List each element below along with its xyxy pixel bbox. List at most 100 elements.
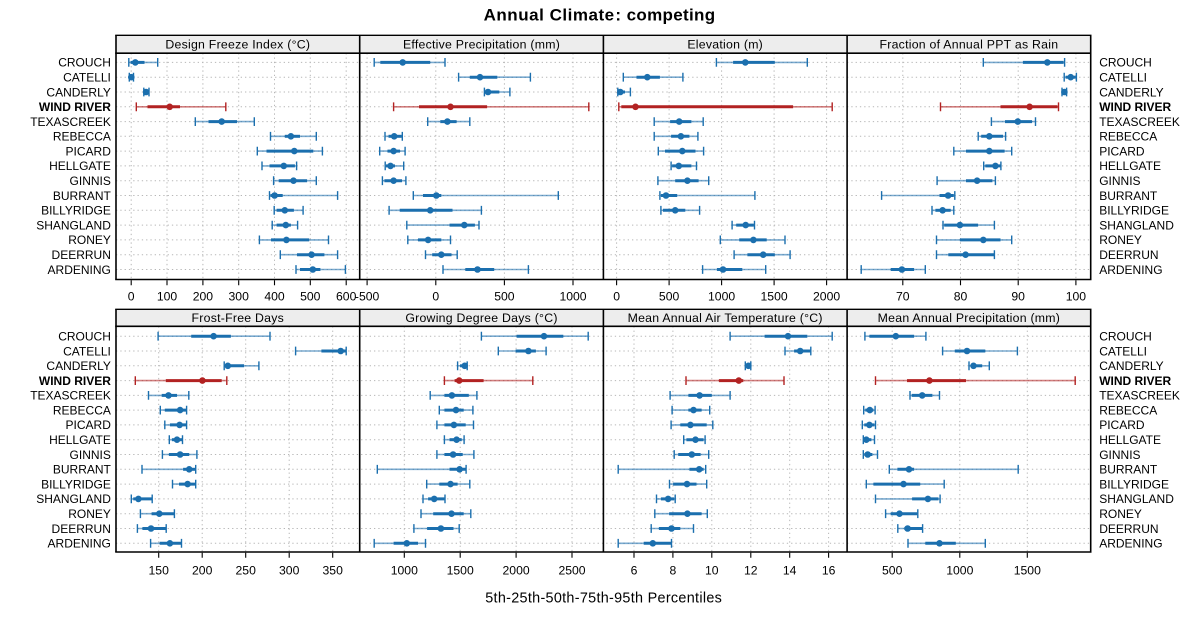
svg-text:Effective Precipitation (mm): Effective Precipitation (mm) <box>403 38 560 52</box>
svg-text:GINNIS: GINNIS <box>1099 448 1140 462</box>
svg-text:SHANGLAND: SHANGLAND <box>36 492 111 506</box>
svg-text:2000: 2000 <box>813 290 840 304</box>
svg-text:Elevation (m): Elevation (m) <box>687 38 763 52</box>
svg-text:REBECCA: REBECCA <box>53 403 111 417</box>
svg-text:TEXASCREEK: TEXASCREEK <box>30 115 111 129</box>
svg-text:12: 12 <box>744 564 758 578</box>
svg-text:1000: 1000 <box>391 564 418 578</box>
svg-text:HELLGATE: HELLGATE <box>1099 159 1161 173</box>
svg-text:PICARD: PICARD <box>66 418 112 432</box>
svg-text:BILLYRIDGE: BILLYRIDGE <box>1099 204 1169 218</box>
svg-text:300: 300 <box>279 564 300 578</box>
svg-text:1500: 1500 <box>761 290 788 304</box>
svg-text:Annual Climate:competing: Annual Climate: competing <box>484 5 716 24</box>
svg-text:8: 8 <box>670 564 677 578</box>
svg-text:RONEY: RONEY <box>1099 233 1142 247</box>
svg-text:WIND RIVER: WIND RIVER <box>39 374 111 388</box>
svg-text:ARDENING: ARDENING <box>1099 537 1162 551</box>
svg-text:5th-25th-50th-75th-95th Percen: 5th-25th-50th-75th-95th Percentiles <box>485 591 722 607</box>
svg-text:TEXASCREEK: TEXASCREEK <box>30 389 111 403</box>
svg-text:90: 90 <box>1011 290 1025 304</box>
svg-text:300: 300 <box>229 290 250 304</box>
svg-text:BURRANT: BURRANT <box>1099 463 1158 477</box>
svg-text:10: 10 <box>705 564 719 578</box>
svg-text:0: 0 <box>128 290 135 304</box>
svg-text:CROUCH: CROUCH <box>1099 56 1152 70</box>
svg-text:100: 100 <box>157 290 178 304</box>
svg-text:BURRANT: BURRANT <box>53 189 112 203</box>
svg-text:Growing Degree Days (°C): Growing Degree Days (°C) <box>405 311 557 325</box>
svg-text:BURRANT: BURRANT <box>1099 189 1158 203</box>
svg-text:CROUCH: CROUCH <box>58 56 111 70</box>
svg-text:CANDERLY: CANDERLY <box>46 359 110 373</box>
svg-text:BILLYRIDGE: BILLYRIDGE <box>1099 477 1169 491</box>
svg-text:16: 16 <box>822 564 836 578</box>
svg-text:CROUCH: CROUCH <box>58 330 111 344</box>
svg-text:DEERRUN: DEERRUN <box>52 248 111 262</box>
svg-text:WIND RIVER: WIND RIVER <box>1099 374 1171 388</box>
svg-text:200: 200 <box>192 564 213 578</box>
svg-text:600: 600 <box>336 290 357 304</box>
svg-text:CATELLI: CATELLI <box>1099 71 1147 85</box>
svg-text:SHANGLAND: SHANGLAND <box>1099 218 1174 232</box>
svg-text:TEXASCREEK: TEXASCREEK <box>1099 389 1180 403</box>
svg-text:-500: -500 <box>355 290 380 304</box>
svg-text:CATELLI: CATELLI <box>63 71 111 85</box>
svg-text:Frost-Free Days: Frost-Free Days <box>192 311 285 325</box>
svg-text:GINNIS: GINNIS <box>1099 174 1140 188</box>
svg-text:WIND RIVER: WIND RIVER <box>1099 100 1171 114</box>
svg-text:PICARD: PICARD <box>66 144 112 158</box>
svg-text:350: 350 <box>323 564 344 578</box>
svg-text:REBECCA: REBECCA <box>1099 130 1157 144</box>
svg-text:DEERRUN: DEERRUN <box>52 522 111 536</box>
svg-text:BILLYRIDGE: BILLYRIDGE <box>41 204 111 218</box>
svg-text:1000: 1000 <box>708 290 735 304</box>
svg-text:SHANGLAND: SHANGLAND <box>36 218 111 232</box>
svg-text:1500: 1500 <box>447 564 474 578</box>
svg-text:500: 500 <box>300 290 321 304</box>
svg-text:100: 100 <box>1066 290 1087 304</box>
svg-text:GINNIS: GINNIS <box>70 174 111 188</box>
svg-text:REBECCA: REBECCA <box>1099 403 1157 417</box>
svg-text:BILLYRIDGE: BILLYRIDGE <box>41 477 111 491</box>
svg-text:PICARD: PICARD <box>1099 144 1145 158</box>
svg-text:CANDERLY: CANDERLY <box>1099 359 1163 373</box>
svg-text:CATELLI: CATELLI <box>63 344 111 358</box>
svg-text:400: 400 <box>264 290 285 304</box>
svg-text:200: 200 <box>193 290 214 304</box>
svg-text:CROUCH: CROUCH <box>1099 330 1152 344</box>
svg-text:DEERRUN: DEERRUN <box>1099 248 1158 262</box>
svg-text:GINNIS: GINNIS <box>70 448 111 462</box>
svg-text:ARDENING: ARDENING <box>48 537 111 551</box>
svg-text:RONEY: RONEY <box>68 233 111 247</box>
svg-text:CANDERLY: CANDERLY <box>46 85 110 99</box>
svg-text:WIND RIVER: WIND RIVER <box>39 100 111 114</box>
svg-text:500: 500 <box>494 290 515 304</box>
svg-text:HELLGATE: HELLGATE <box>1099 433 1161 447</box>
svg-text:HELLGATE: HELLGATE <box>49 433 111 447</box>
svg-text:2500: 2500 <box>558 564 585 578</box>
svg-text:500: 500 <box>659 290 680 304</box>
svg-text:Mean Annual Precipitation (mm): Mean Annual Precipitation (mm) <box>878 311 1060 325</box>
svg-text:TEXASCREEK: TEXASCREEK <box>1099 115 1180 129</box>
svg-text:1500: 1500 <box>1014 564 1041 578</box>
svg-text:DEERRUN: DEERRUN <box>1099 522 1158 536</box>
svg-text:500: 500 <box>882 564 903 578</box>
svg-text:Mean Annual Air Temperature (°: Mean Annual Air Temperature (°C) <box>628 311 823 325</box>
svg-text:150: 150 <box>149 564 170 578</box>
svg-text:SHANGLAND: SHANGLAND <box>1099 492 1174 506</box>
svg-text:HELLGATE: HELLGATE <box>49 159 111 173</box>
svg-text:250: 250 <box>236 564 257 578</box>
svg-text:80: 80 <box>954 290 968 304</box>
svg-text:ARDENING: ARDENING <box>1099 263 1162 277</box>
svg-text:ARDENING: ARDENING <box>48 263 111 277</box>
svg-text:1000: 1000 <box>946 564 973 578</box>
svg-text:RONEY: RONEY <box>1099 507 1142 521</box>
svg-text:0: 0 <box>432 290 439 304</box>
svg-text:70: 70 <box>896 290 910 304</box>
svg-text:CANDERLY: CANDERLY <box>1099 85 1163 99</box>
svg-text:1000: 1000 <box>559 290 586 304</box>
svg-text:2000: 2000 <box>503 564 530 578</box>
svg-text:CATELLI: CATELLI <box>1099 344 1147 358</box>
svg-text:PICARD: PICARD <box>1099 418 1145 432</box>
